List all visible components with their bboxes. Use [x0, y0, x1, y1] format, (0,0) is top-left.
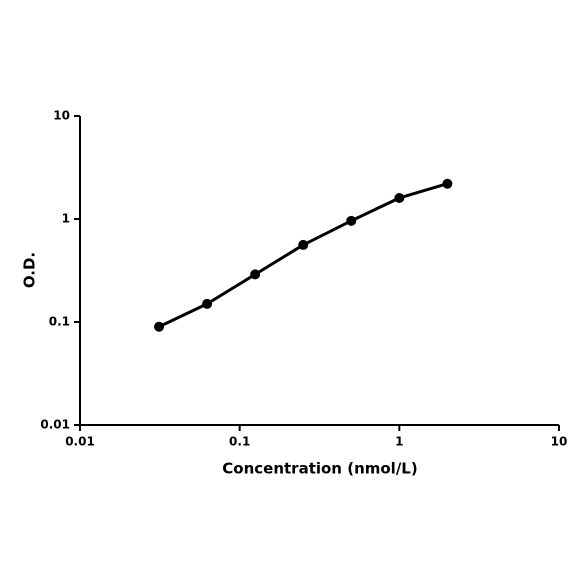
data-point	[442, 178, 453, 189]
x-tick-label: 0.1	[229, 435, 250, 449]
y-axis-title: O.D.	[21, 252, 39, 288]
data-point	[394, 192, 405, 203]
data-point	[202, 298, 213, 309]
y-tick-label: 0.01	[40, 418, 70, 432]
data-point	[250, 269, 261, 280]
x-axis-title: Concentration (nmol/L)	[222, 460, 417, 478]
x-tick-label: 10	[551, 435, 568, 449]
data-point	[154, 321, 165, 332]
y-tick-label: 10	[53, 109, 70, 123]
data-point	[346, 215, 357, 226]
x-tick-label: 1	[395, 435, 403, 449]
data-point	[298, 239, 309, 250]
data-line	[158, 182, 448, 329]
x-tick-label: 0.01	[65, 435, 95, 449]
y-tick-label: 0.1	[49, 315, 70, 329]
y-tick-label: 1	[62, 212, 70, 226]
